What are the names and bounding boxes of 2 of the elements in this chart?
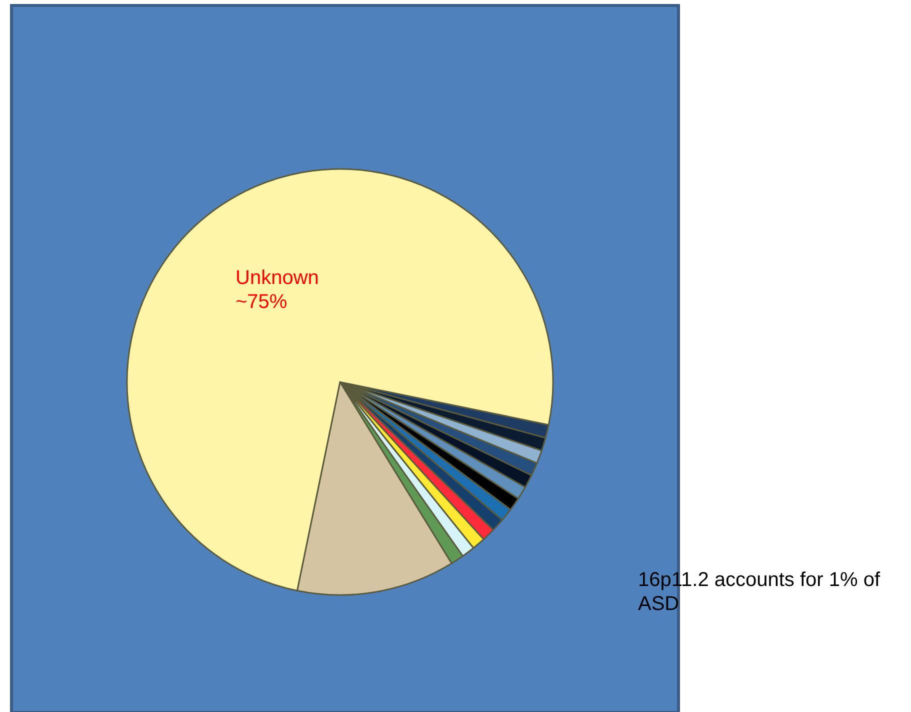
data-label: ~75% [236,291,288,314]
slice-label: Unknown [236,267,319,290]
